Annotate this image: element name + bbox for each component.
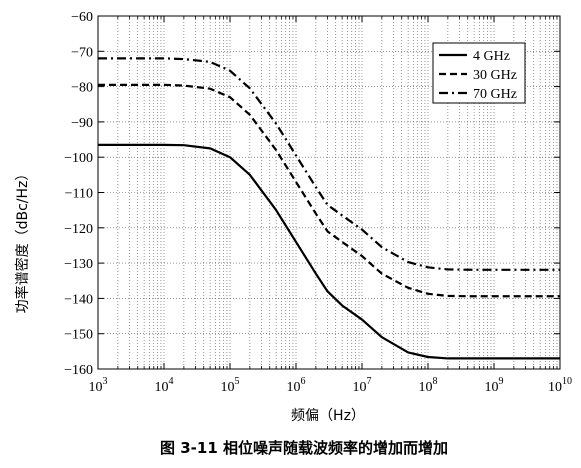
y-tick-labels: −60 −70 −80 −90 −100 −110 −120 −130 −140 −150 −160 <box>64 10 93 378</box>
x-tick-label: 104 <box>155 376 174 395</box>
legend-label: 4 GHz <box>473 49 510 64</box>
y-tick-label: −130 <box>64 257 93 272</box>
x-tick-label: 108 <box>419 376 438 395</box>
y-tick-label: −110 <box>65 187 93 202</box>
x-tick-label: 1010 <box>548 376 572 395</box>
y-tick-label: −70 <box>71 45 93 60</box>
series-line-4ghz <box>98 143 560 360</box>
x-tick-label: 105 <box>221 376 240 395</box>
x-tick-label: 107 <box>353 376 372 395</box>
y-tick-label: −80 <box>71 81 93 96</box>
x-tick-labels: 103 104 105 106 107 108 109 1010 <box>89 376 573 395</box>
figure-caption: 图 3-11 相位噪声随载波频率的增加而增加 <box>160 439 448 457</box>
y-tick-label: −150 <box>64 328 93 343</box>
legend-label: 30 GHz <box>473 68 517 83</box>
x-tick-label: 106 <box>287 376 306 395</box>
y-tick-label: −100 <box>64 151 93 166</box>
y-tick-label: −60 <box>71 10 93 25</box>
x-tick-label: 103 <box>89 376 108 395</box>
legend-label: 70 GHz <box>473 87 517 102</box>
y-axis-label: 功率谱密度（dBc/Hz） <box>14 167 31 314</box>
y-tick-label: −90 <box>71 116 93 131</box>
series-layer <box>98 57 560 360</box>
y-tick-label: −160 <box>64 363 93 378</box>
ticks-layer <box>97 15 561 370</box>
y-tick-label: −140 <box>64 292 93 307</box>
legend: 4 GHz 30 GHz 70 GHz <box>432 42 526 104</box>
series-line-30ghz <box>98 83 560 298</box>
series-line-70ghz <box>98 57 560 271</box>
y-tick-label: −120 <box>64 222 93 237</box>
legend-box <box>432 42 526 104</box>
x-axis-label: 频偏（Hz） <box>291 408 365 424</box>
x-tick-label: 109 <box>485 376 504 395</box>
